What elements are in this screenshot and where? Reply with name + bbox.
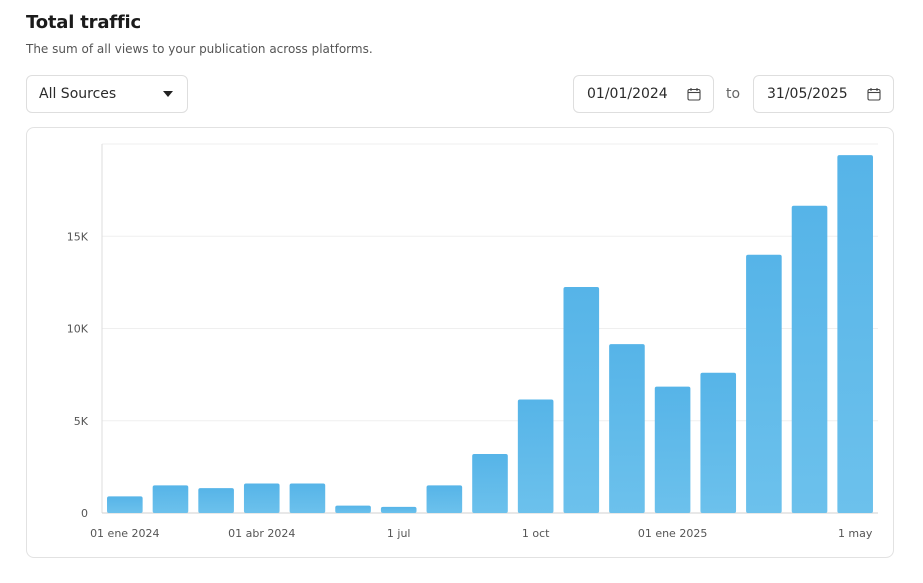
bar-sep-2024[interactable] [472, 453, 508, 513]
x-tick-label: 1 oct [522, 527, 550, 540]
date-range-separator: to [726, 86, 741, 102]
bar-mar-2025[interactable] [746, 254, 782, 513]
x-tick-label: 01 ene 2025 [638, 527, 708, 540]
calendar-icon[interactable] [687, 87, 701, 101]
traffic-chart-card: 0 5K 10K 15K 01 ene 2024 01 abr 2024 1 jul 1 oc… [26, 127, 894, 558]
bar-nov-2024[interactable] [563, 286, 600, 513]
end-date-value: 31/05/2025 [767, 86, 848, 102]
x-tick-label: 01 ene 2024 [90, 527, 160, 540]
bar-mar-2024[interactable] [198, 488, 234, 513]
bar-jun-2024[interactable] [335, 505, 371, 513]
bar-jul-2024[interactable] [380, 506, 417, 513]
traffic-bar-chart: 0 5K 10K 15K 01 ene 2024 01 abr 2024 1 jul 1 oc… [67, 143, 878, 540]
source-dropdown-value: All Sources [39, 86, 117, 102]
caret-down-icon [163, 91, 173, 97]
y-tick-label: 15K [67, 230, 89, 243]
bar-feb-2024[interactable] [152, 485, 189, 513]
bar-jan-2025[interactable] [654, 386, 691, 513]
bar-apr-2024[interactable] [243, 483, 280, 513]
bar-feb-2025[interactable] [700, 372, 737, 513]
y-tick-label: 0 [81, 507, 88, 520]
start-date-field[interactable]: 01/01/2024 [573, 75, 714, 113]
bar-apr-2025[interactable] [791, 205, 828, 513]
x-tick-label: 1 may [838, 527, 873, 540]
bar-oct-2024[interactable] [517, 399, 554, 513]
bar-dec-2024[interactable] [609, 344, 645, 513]
page-subtitle: The sum of all views to your publication… [26, 42, 373, 56]
start-date-value: 01/01/2024 [587, 86, 668, 102]
bar-may-2025[interactable] [837, 155, 873, 513]
bar-aug-2024[interactable] [426, 485, 463, 513]
bar-may-2024[interactable] [289, 483, 326, 513]
bar-jan-2024[interactable] [107, 496, 143, 513]
page-title: Total traffic [26, 12, 141, 33]
calendar-icon[interactable] [867, 87, 881, 101]
source-dropdown[interactable]: All Sources [26, 75, 188, 113]
x-tick-label: 1 jul [387, 527, 411, 540]
y-tick-label: 5K [74, 415, 89, 428]
end-date-field[interactable]: 31/05/2025 [753, 75, 894, 113]
y-tick-label: 10K [67, 323, 89, 336]
x-tick-label: 01 abr 2024 [228, 527, 295, 540]
